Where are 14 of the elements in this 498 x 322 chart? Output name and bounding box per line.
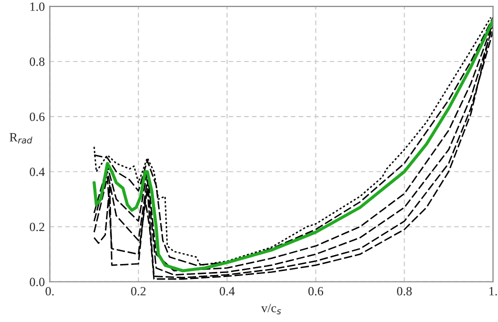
x-tick-label: 0. (46, 286, 54, 296)
y-tick-label: 0.4 (30, 168, 45, 176)
x-tick-label: 0.6 (308, 286, 324, 296)
x-tick-label: 0.4 (220, 286, 235, 296)
y-tick-label: 0.0 (30, 278, 44, 286)
x-tick-label: 1. (489, 287, 497, 296)
y-axis-title: R$_{rad}$ (10, 133, 32, 144)
y-tick-label: 0.6 (30, 112, 45, 122)
y-tick-label: 1.0 (30, 2, 44, 11)
y-tick-label: 0.2 (30, 222, 44, 232)
x-axis-title: v/c$_{s}$ (261, 304, 281, 314)
x-tick-label: 0.8 (397, 286, 412, 296)
x-tick-label: 0.2 (131, 286, 146, 296)
y-tick-label: 0.8 (30, 58, 44, 66)
